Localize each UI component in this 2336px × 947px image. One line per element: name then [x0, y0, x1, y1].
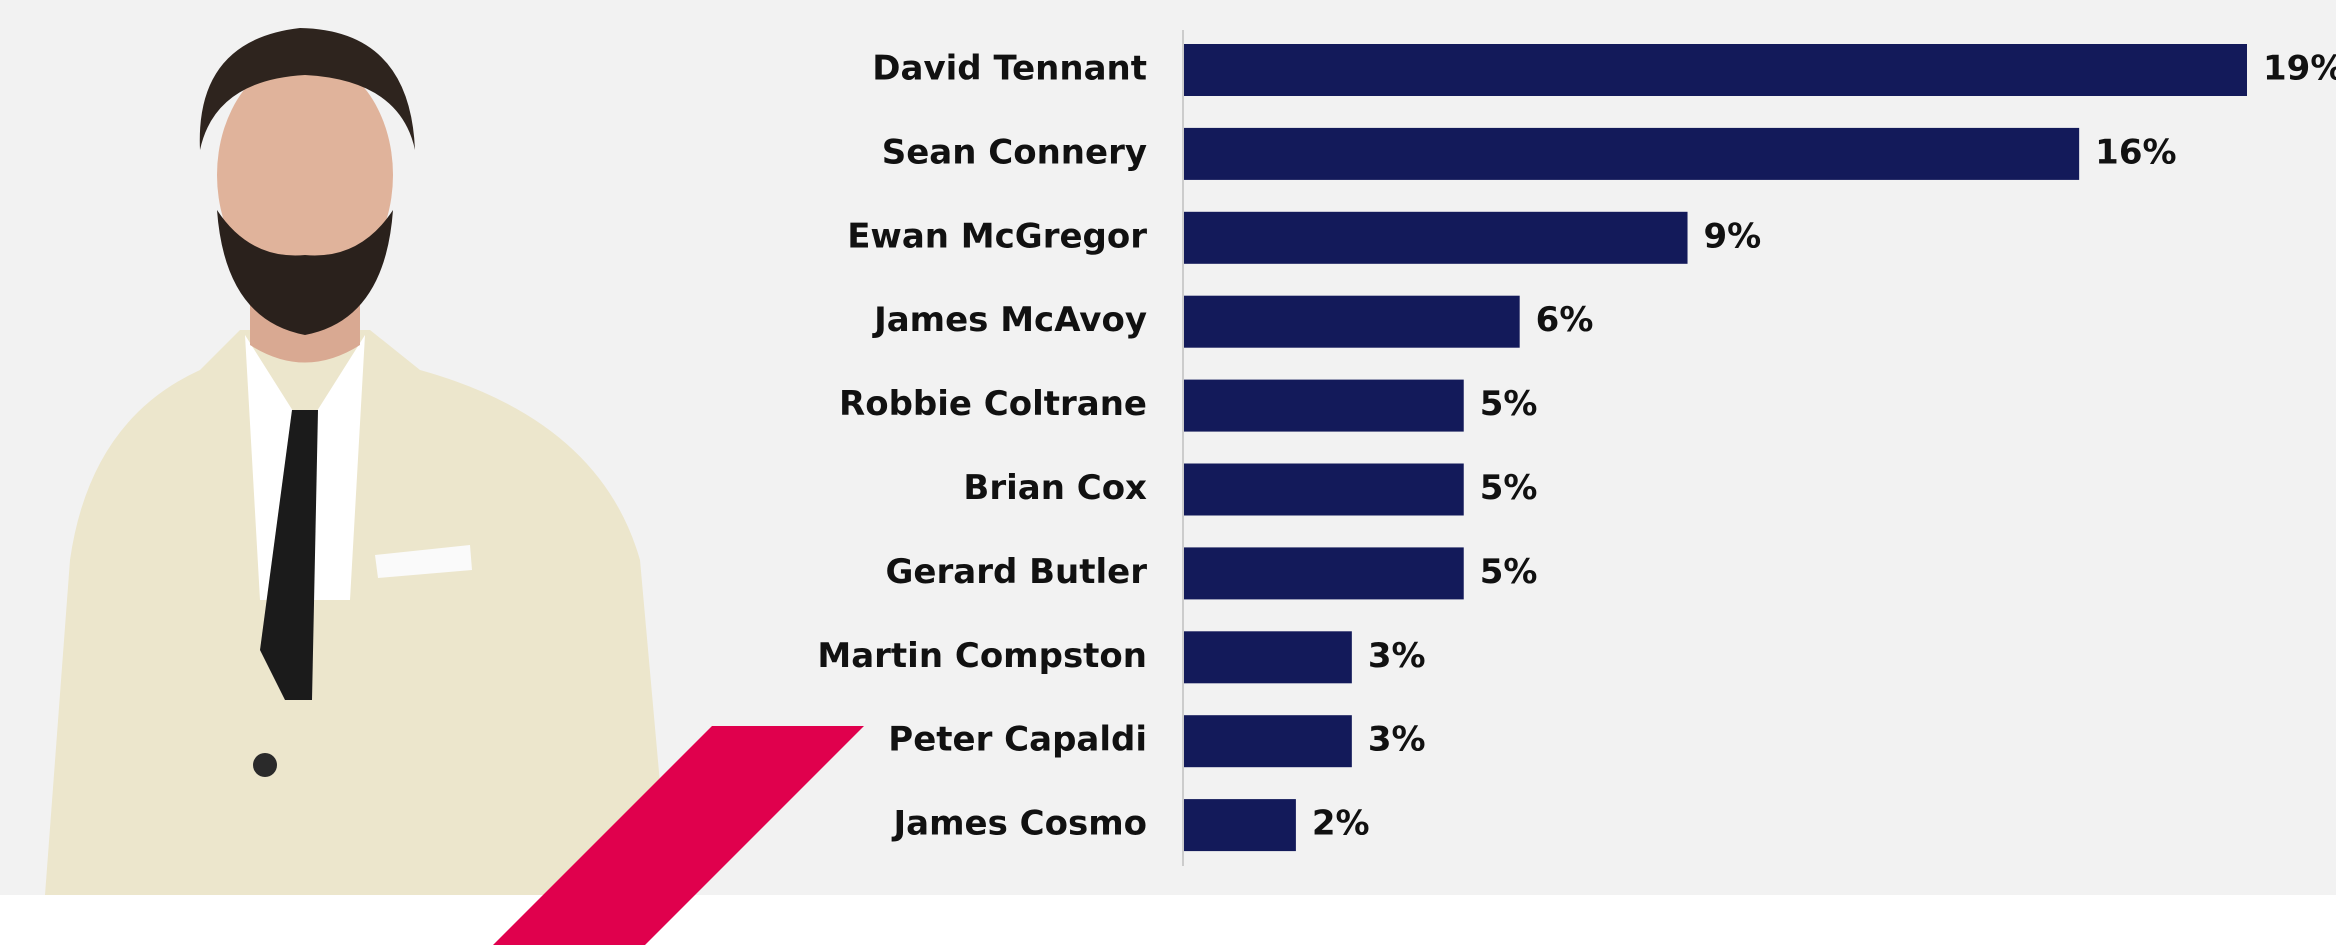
value-label: 2% — [1312, 804, 1370, 844]
category-label: David Tennant — [872, 49, 1147, 89]
accent-shape — [493, 726, 864, 945]
category-label: Brian Cox — [963, 468, 1147, 508]
category-label: Martin Compston — [817, 636, 1147, 676]
jacket — [45, 330, 670, 895]
face — [217, 57, 393, 293]
bar — [1184, 44, 2247, 96]
bar — [1184, 127, 2080, 180]
value-label: 5% — [1480, 552, 1538, 592]
bar — [1184, 547, 1464, 600]
category-label: James Cosmo — [892, 804, 1148, 844]
value-label: 5% — [1480, 384, 1538, 424]
value-label: 3% — [1368, 636, 1426, 676]
value-label: 16% — [2095, 132, 2176, 172]
pocket-square — [375, 545, 472, 578]
category-label: James McAvoy — [872, 300, 1147, 340]
bar — [1184, 211, 1688, 264]
bar — [1184, 631, 1352, 684]
bar — [1184, 715, 1352, 768]
value-label: 6% — [1536, 300, 1594, 340]
value-label: 9% — [1704, 216, 1762, 256]
category-label: Peter Capaldi — [888, 720, 1147, 760]
button — [253, 753, 277, 777]
bar — [1184, 463, 1464, 516]
value-label: 3% — [1368, 720, 1426, 760]
portrait — [45, 28, 670, 895]
bar — [1184, 379, 1464, 432]
hair — [199, 28, 415, 150]
beard — [217, 210, 393, 335]
category-label: Sean Connery — [882, 132, 1147, 172]
category-label: Ewan McGregor — [847, 216, 1147, 256]
category-label: Robbie Coltrane — [839, 384, 1147, 424]
value-label: 19% — [2263, 49, 2336, 89]
bar — [1184, 295, 1520, 348]
value-label: 5% — [1480, 468, 1538, 508]
bar — [1184, 799, 1296, 852]
category-label: Gerard Butler — [886, 552, 1148, 592]
tie — [260, 410, 318, 700]
